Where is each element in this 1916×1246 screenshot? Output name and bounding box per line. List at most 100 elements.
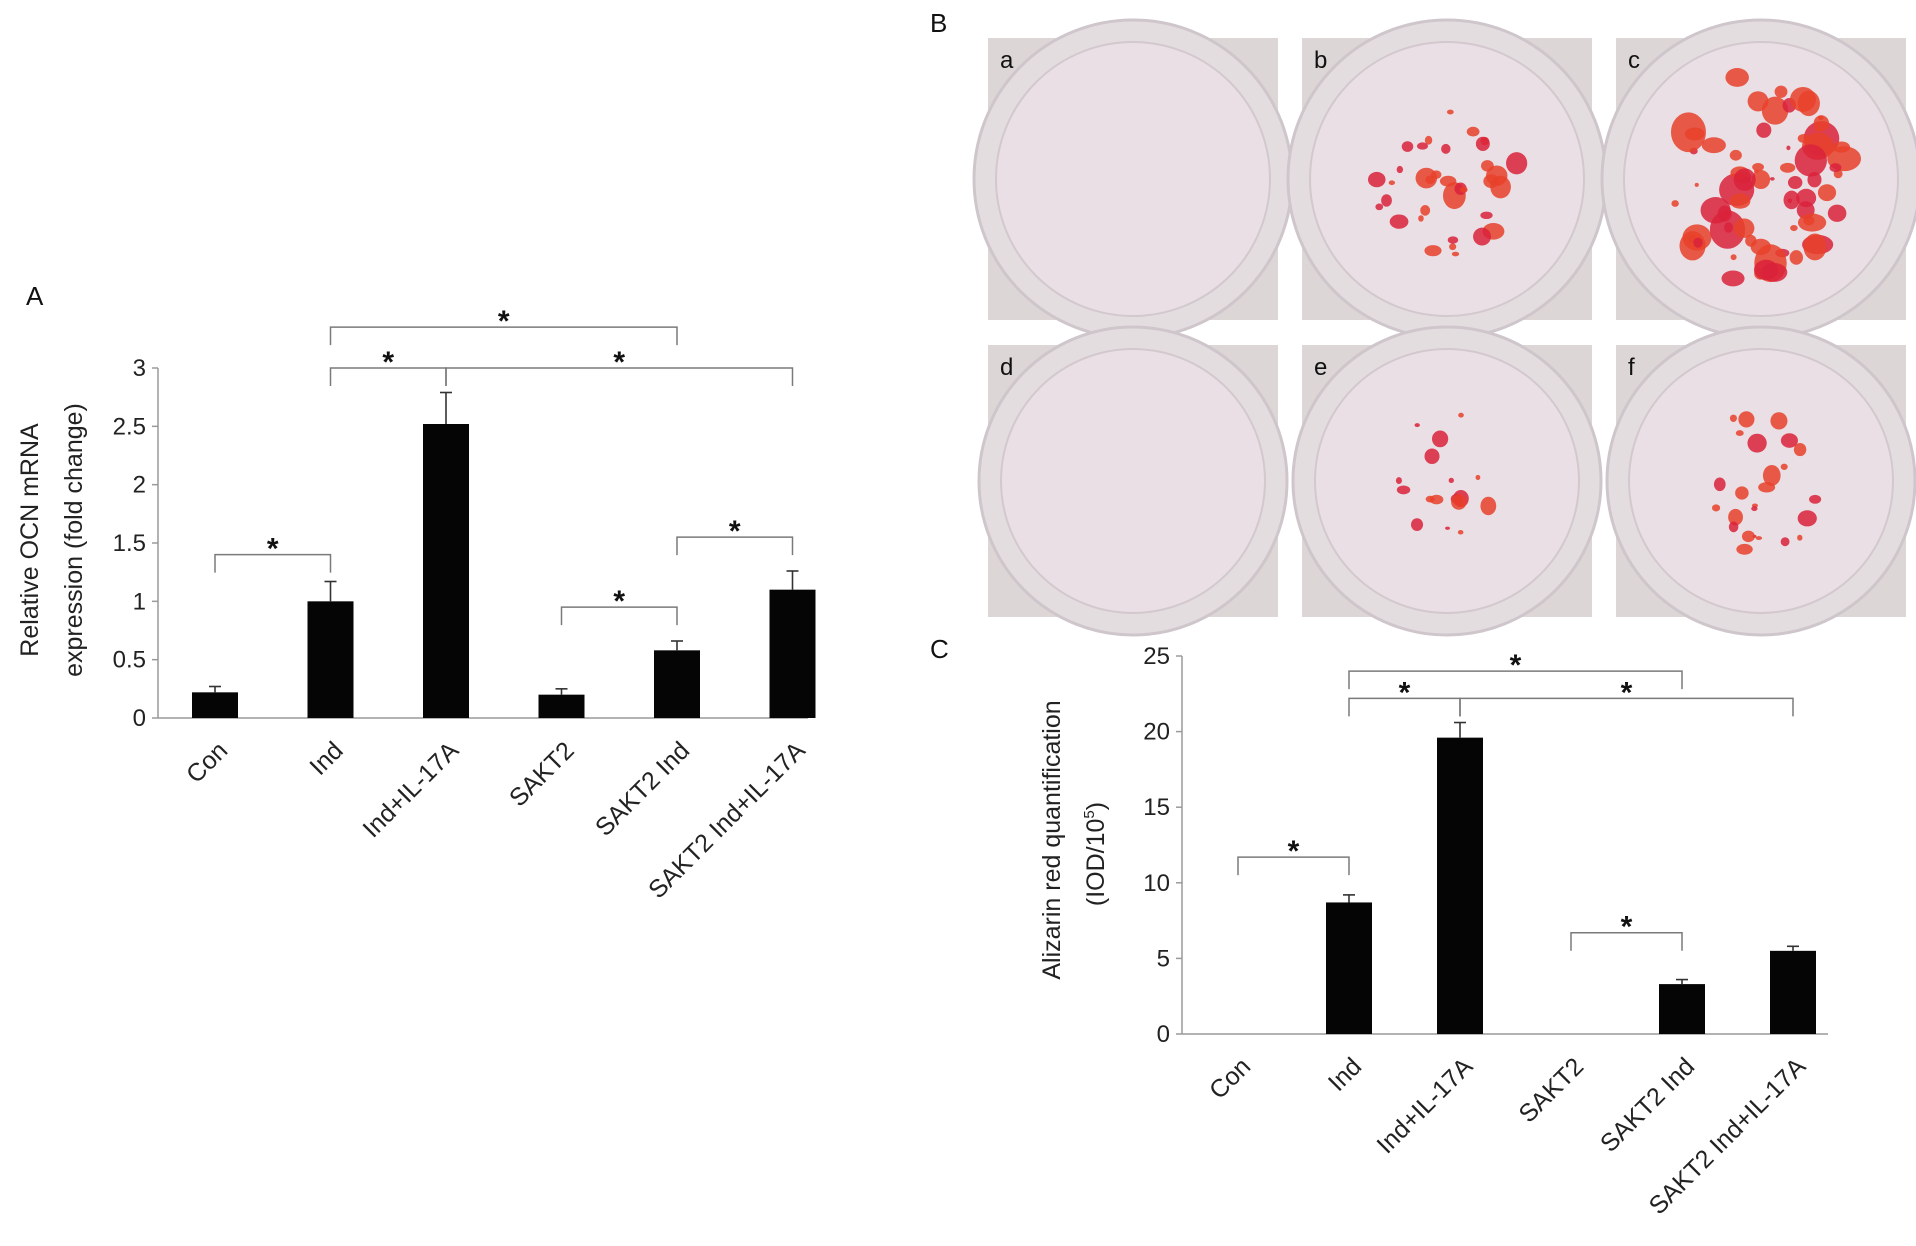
- well-label: a: [1000, 47, 1014, 74]
- stain-spot: [1418, 215, 1424, 222]
- stain-spot: [1506, 152, 1528, 175]
- stain-spot: [1429, 494, 1444, 505]
- stain-spot: [1694, 182, 1699, 187]
- chart-c-alizarin-quantification: 0 5 10 15 20 25 Alizarin red quantification (IO…: [1038, 643, 1828, 1220]
- stain-spot: [1459, 186, 1468, 193]
- stain-spot: [1797, 133, 1810, 143]
- significance-bracket: [445, 367, 794, 386]
- well-inner: [1000, 348, 1266, 614]
- significance-star: *: [1621, 676, 1633, 709]
- y-axis-label-line: (IOD/10: [1082, 819, 1110, 907]
- bar: [538, 694, 585, 718]
- stain-spot: [1797, 510, 1817, 527]
- significance-star: *: [1621, 911, 1633, 944]
- stain-spot: [1794, 144, 1827, 177]
- significance-bracket: [1348, 670, 1683, 690]
- stain-spot: [1755, 536, 1763, 541]
- stain-spot: [1416, 142, 1429, 150]
- significance-star: *: [1399, 676, 1411, 709]
- stain-spot: [1473, 227, 1492, 246]
- x-category-label: Ind+IL-17A: [1371, 1052, 1478, 1159]
- stain-spot: [1389, 214, 1409, 229]
- stain-spot: [1458, 412, 1464, 418]
- stain-spot: [1441, 143, 1451, 154]
- stain-spot: [1753, 259, 1779, 281]
- well-a: a: [972, 18, 1294, 340]
- stain-spot: [1451, 251, 1460, 257]
- stain-spot: [1431, 430, 1449, 448]
- significance-star: *: [729, 515, 741, 548]
- bar: [1659, 984, 1705, 1034]
- stain-spot: [1728, 521, 1739, 533]
- y-tick-label: 2.5: [113, 413, 146, 440]
- stain-spot: [1780, 463, 1788, 470]
- well-f: f: [1605, 325, 1916, 637]
- y-tick-label: 1: [133, 588, 146, 615]
- well-label: d: [1000, 354, 1013, 381]
- y-tick-label: 25: [1143, 643, 1170, 670]
- panel-label-a: A: [26, 281, 44, 311]
- stain-spot: [1445, 526, 1451, 530]
- stain-spot: [1457, 530, 1464, 535]
- stain-spot: [1713, 477, 1726, 492]
- stain-spot: [1451, 494, 1467, 510]
- y-tick-label: 15: [1143, 794, 1170, 821]
- x-category-label: Ind+IL-17A: [357, 736, 464, 843]
- y-axis-label-line: Alizarin red quantification: [1038, 700, 1066, 979]
- significance-bracket: [1570, 931, 1683, 951]
- x-category-label: SAKT2: [504, 736, 580, 812]
- stain-spot: [1439, 175, 1457, 187]
- stain-spot: [1396, 165, 1404, 174]
- stain-spot: [1780, 162, 1796, 173]
- well-b: b: [1286, 18, 1608, 340]
- x-category-label: Con: [181, 736, 233, 788]
- significance-star: *: [1510, 649, 1522, 682]
- stain-spot: [1693, 237, 1703, 248]
- significance-star: *: [498, 305, 510, 338]
- well-label: f: [1628, 354, 1635, 381]
- x-category-label: Ind: [1323, 1052, 1367, 1096]
- stain-spot: [1367, 171, 1386, 188]
- significance-star: *: [382, 346, 394, 379]
- stain-spot: [1475, 474, 1481, 480]
- stain-spot: [1721, 270, 1745, 287]
- well-inner: [1314, 348, 1580, 614]
- stain-spot: [1381, 194, 1392, 207]
- well-label: b: [1314, 47, 1327, 74]
- bar: [1326, 902, 1372, 1034]
- x-category-label: Ind: [304, 736, 348, 780]
- significance-star: *: [613, 346, 625, 379]
- stain-spot: [1762, 464, 1781, 486]
- stain-spot: [1420, 205, 1431, 216]
- significance-star: *: [613, 585, 625, 618]
- y-axis-label-line: expression (fold change): [60, 403, 88, 677]
- stain-spot: [1729, 149, 1742, 161]
- stain-spot: [1395, 477, 1402, 485]
- significance-bracket: [1459, 697, 1794, 717]
- stain-spot: [1449, 243, 1457, 251]
- x-category-label: Con: [1204, 1052, 1256, 1104]
- stain-spot: [1751, 170, 1771, 190]
- stain-spot: [1787, 176, 1803, 190]
- stain-spot: [1736, 543, 1753, 555]
- stain-spot: [1793, 442, 1807, 457]
- stain-spot: [1745, 234, 1757, 247]
- stain-spot: [1752, 163, 1764, 172]
- bar: [1437, 737, 1483, 1034]
- stain-spot: [1446, 109, 1454, 115]
- stain-spot: [1738, 411, 1755, 428]
- y-axis-label: Relative OCN mRNA expression (fold change…: [16, 403, 88, 677]
- stain-spot: [1448, 477, 1454, 483]
- stain-spot: [1796, 188, 1817, 208]
- stain-spot: [1490, 175, 1511, 199]
- stain-spot: [1789, 250, 1804, 265]
- stain-spot: [1425, 175, 1435, 184]
- well-e: e: [1291, 325, 1603, 637]
- significance-bracket: [329, 326, 678, 346]
- well-inner: [995, 41, 1271, 317]
- stain-spot: [1761, 96, 1789, 125]
- well-inner: [1628, 348, 1894, 614]
- stain-spot: [1733, 168, 1756, 191]
- alizarin-well-images: a b c d e f: [972, 18, 1916, 637]
- significance-bracket: [676, 536, 794, 556]
